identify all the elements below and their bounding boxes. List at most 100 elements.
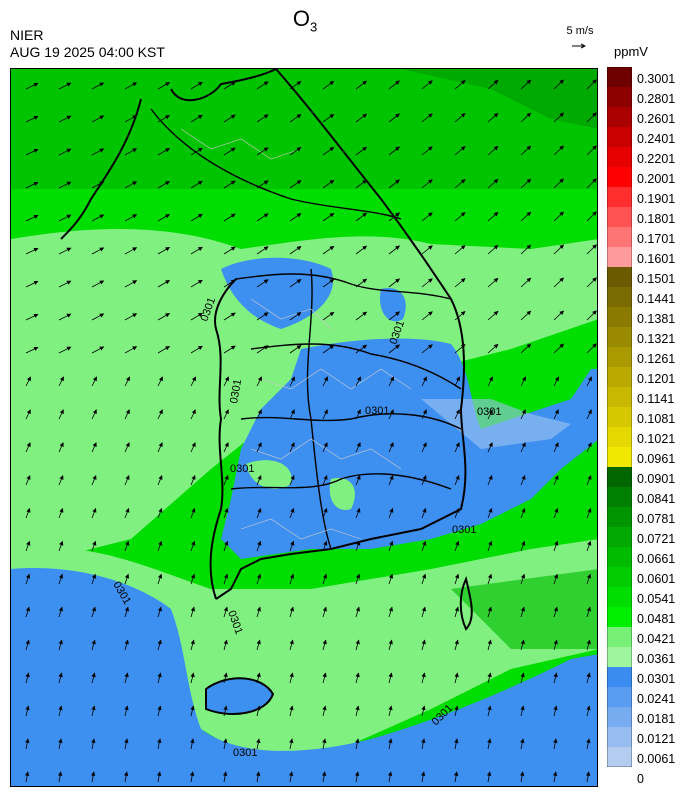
wind-arrowhead [289,606,295,612]
wind-arrowhead [587,442,592,448]
wind-arrowhead [487,639,492,645]
wind-arrowhead [493,211,499,217]
wind-arrowhead [586,738,591,744]
color-bar-cell [607,647,632,668]
wind-arrowhead [296,345,302,350]
wind-arrowhead [487,672,492,678]
ozone-map[interactable]: 0301 0301 0301 0301 0301 0301 0301 0301 … [10,68,598,787]
legend-level-label: 0.0841 [637,492,676,506]
wind-arrowhead [296,213,302,218]
color-bar-cell [607,247,632,268]
wind-arrowhead [132,115,138,120]
wind-arrowhead [257,442,262,448]
wind-arrowhead [66,148,72,153]
wind-arrowhead [165,214,171,219]
wind-arrowhead [165,313,171,318]
wind-arrowhead [427,311,433,316]
legend-level-label: 0.0181 [637,712,676,726]
wind-arrowhead [290,507,295,513]
wind-arrowhead [223,705,228,711]
wind-arrowhead [33,182,39,186]
wind-arrowhead [389,442,394,448]
wind-arrowhead [290,376,295,382]
wind-arrowhead [427,212,433,217]
wind-arrowhead [422,376,427,382]
wind-arrowhead [296,147,302,152]
wind-arrowhead [585,771,591,776]
wind-arrowhead [132,313,138,318]
wind-arrowhead [322,639,327,645]
color-bar-cell [607,347,632,368]
gangwon-low-patch [380,288,406,322]
wind-arrowhead [25,639,30,645]
wind-arrowhead [59,474,64,480]
wind-arrowhead [395,278,401,283]
wind-arrowhead [25,705,30,711]
wind-arrowhead [421,573,427,579]
wind-arrowhead [197,345,203,350]
wind-arrowhead [460,79,466,85]
wind-arrowhead [165,181,171,186]
wind-arrowhead [289,705,294,711]
wind-arrowhead [288,771,294,776]
wind-arrowhead [592,178,597,183]
wind-arrowhead [586,639,591,645]
wind-arrowhead [191,507,196,513]
central-low-region [221,338,597,559]
wind-arrowhead [526,145,532,151]
wind-arrowhead [33,116,39,120]
wind-arrowhead [389,474,394,480]
wind-arrowhead [559,211,565,217]
wind-arrowhead [427,113,433,118]
color-bar-cell [607,487,632,508]
wind-arrowhead [460,244,466,250]
province-boundaries [150,108,462,550]
wind-arrowhead [263,312,269,317]
wind-arrowhead [157,573,163,579]
wind-arrowhead [58,738,63,744]
legend-level-label: 0.0541 [637,592,676,606]
wind-arrowhead [165,280,171,285]
wind-arrowhead [356,442,361,448]
wind-arrowhead [493,310,499,316]
wind-arrowhead [24,771,30,776]
wind-arrowhead [92,474,97,480]
color-bar-cell [607,367,632,388]
wind-arrowhead [165,148,171,153]
wind-arrowhead [421,672,426,678]
wind-arrowhead [124,573,130,579]
color-bar-cell [607,687,632,708]
wind-arrowhead [158,409,163,415]
wind-arrowhead [389,507,394,513]
wind-arrowhead [526,211,532,217]
color-bar-cell [607,147,632,168]
wind-arrowhead [587,474,592,480]
wind-arrowhead [521,376,526,382]
legend-level-label: 0.0361 [637,652,676,666]
wind-arrowhead [455,540,460,546]
wind-arrowhead [519,771,525,776]
wind-arrowhead [59,540,64,546]
wind-arrowhead [223,738,228,744]
wind-arrowhead [26,540,31,546]
contour-label: 0301 [228,378,244,404]
wind-arrowhead [553,738,558,744]
color-bar-cell [607,287,632,308]
wind-arrowhead [99,82,105,87]
wind-arrowhead [289,573,295,579]
wind-arrowhead [520,639,525,645]
color-bar-cell [607,327,632,348]
wind-arrowhead [362,146,368,152]
wind-arrowhead [493,244,499,250]
wind-arrowhead [329,80,335,86]
wind-arrowhead [165,346,171,351]
title-text: O [292,6,310,31]
wind-arrowhead [460,277,466,283]
wind-arrowhead [296,81,302,86]
wind-arrowhead [66,280,72,285]
wind-arrowhead [66,82,72,87]
wind-arrowhead [520,573,526,579]
color-bar-cell [607,607,632,628]
wind-arrowhead [455,409,460,415]
wind-arrowhead [289,672,294,678]
